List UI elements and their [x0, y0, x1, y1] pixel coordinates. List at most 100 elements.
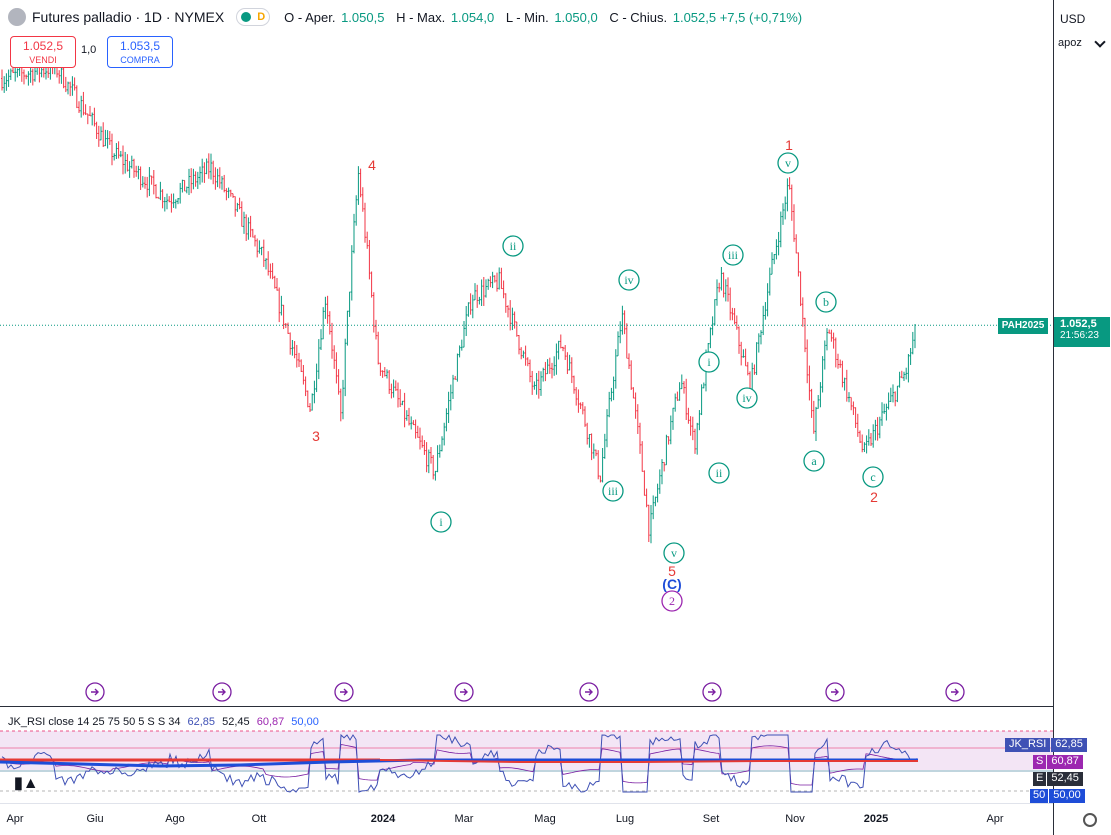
wave-label: 2 [870, 489, 878, 505]
wave-label: 1 [785, 137, 793, 153]
ohlc-bar [425, 442, 428, 473]
symbol-title[interactable]: Futures palladio · 1D · NYMEX [32, 9, 225, 25]
wave-text: c [870, 470, 875, 484]
wave-text: (C) [662, 576, 681, 592]
ohlc-bar [315, 363, 318, 393]
ohlc-bar [355, 195, 358, 226]
ohlc-bar [456, 353, 459, 382]
scale-mode-chevron-icon[interactable] [1094, 36, 1106, 48]
ohlc-bar [399, 389, 402, 407]
buy-label: COMPRA [120, 55, 160, 65]
scale-mode[interactable]: apoz [1058, 37, 1082, 49]
ohlc-bar [843, 377, 846, 391]
tradingview-logo[interactable]: ▮▲ [14, 773, 39, 793]
ohlc-bar [168, 196, 171, 203]
ohlc-bar [14, 67, 17, 82]
ohlc-bar [100, 126, 102, 141]
ohlc-bar [876, 417, 879, 441]
ohlc-bar [58, 70, 61, 84]
ohlc-bar [881, 402, 883, 426]
ohlc-bar [262, 239, 265, 267]
wave-text: i [439, 515, 443, 529]
indicator-name[interactable]: JK_RSI close 14 25 75 50 5 S S 34 [8, 716, 181, 728]
ohlc-bar [685, 378, 688, 421]
ohlc-bar [64, 76, 67, 93]
wave-label: iii [722, 244, 744, 266]
ohlc-bar [702, 382, 705, 389]
ohlc-bar [757, 333, 760, 353]
buy-button[interactable]: 1.053,5 COMPRA [107, 36, 173, 68]
open-label: O - Aper. [284, 9, 336, 25]
ohlc-bar [251, 228, 254, 238]
currency-label[interactable]: USD [1060, 12, 1086, 26]
ohlc-bar [588, 434, 591, 448]
wave-circle [736, 387, 758, 409]
wave-circle [663, 542, 685, 564]
ohlc-bar [863, 442, 866, 453]
ohlc-bar [302, 364, 305, 385]
ohlc-bar [289, 332, 292, 355]
ohlc-bar [111, 133, 113, 166]
ohlc-bar [907, 354, 910, 383]
ohlc-bar [896, 385, 899, 403]
ohlc-bar [328, 311, 331, 335]
ohlc-bar [386, 369, 388, 379]
ohlc-bar [159, 181, 162, 201]
ohlc-bar [768, 267, 771, 296]
ohlc-bar [784, 196, 787, 220]
wave-circle [815, 291, 837, 313]
ohlc-bar [238, 197, 241, 210]
spread-value: 1,0 [81, 44, 97, 56]
ohlc-bar [892, 384, 894, 403]
ohlc-bar [656, 483, 659, 503]
rsi-value-jk: 62,85 [1051, 738, 1087, 752]
open-value: 1.050,5 [341, 9, 385, 25]
wave-label: 4 [368, 157, 376, 173]
wave-text: v [671, 546, 677, 560]
ohlc-bar [764, 302, 767, 320]
wave-label: iv [736, 387, 758, 409]
rsi-value-e: 52,45 [1047, 772, 1083, 786]
ohlc-bar [128, 161, 131, 178]
price-scale[interactable]: USD apoz [1053, 0, 1111, 835]
ohlc-bar [97, 125, 100, 147]
ohlc-bar [533, 381, 536, 390]
ohlc-bar [436, 445, 439, 473]
ohlc-bar [322, 307, 325, 340]
ohlc-bar [553, 356, 556, 376]
ohlc-bar [678, 382, 681, 401]
ohlc-bar [740, 341, 743, 366]
ohlc-bar [337, 369, 340, 395]
ohlc-bar [711, 316, 714, 336]
ohlc-bar [324, 296, 327, 319]
ohlc-bar [441, 436, 443, 452]
ohlc-bar [885, 403, 888, 421]
ohlc-bar [247, 217, 250, 240]
wave-label: i [698, 351, 720, 373]
ohlc-bar [80, 95, 83, 118]
ohlc-bar [905, 367, 908, 380]
ohlc-bar [606, 409, 608, 448]
ohlc-bar [388, 370, 391, 394]
ohlc-bar [62, 65, 65, 89]
time-axis-label: Apr [6, 813, 23, 825]
ohlc-bar [579, 402, 582, 410]
ohlc-bar [309, 403, 311, 413]
ohlc-bar [78, 101, 80, 114]
settings-gear-icon[interactable] [1083, 813, 1097, 827]
time-axis-label: Ago [165, 813, 185, 825]
time-axis-label: Nov [785, 813, 805, 825]
ohlc-bar [218, 167, 221, 189]
sell-button[interactable]: 1.052,5 VENDI [10, 36, 76, 68]
ohlc-bar [819, 382, 822, 408]
ohlc-bar [306, 390, 309, 408]
low-label: L - Min. [505, 9, 549, 25]
ohlc-bar [845, 369, 848, 402]
ohlc-bar [353, 213, 355, 254]
market-status-pill[interactable]: D [236, 8, 271, 26]
ohlc-bar [293, 341, 296, 359]
time-axis-label: Ott [252, 813, 267, 825]
wave-label: a [803, 450, 825, 472]
ohlc-bar [291, 339, 294, 356]
